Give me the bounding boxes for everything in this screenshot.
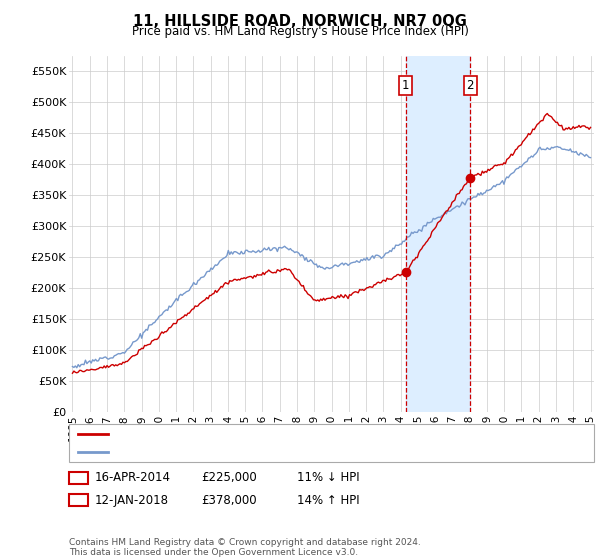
Text: 16-APR-2014: 16-APR-2014 <box>94 471 170 484</box>
Bar <box>406 56 470 412</box>
Text: 2: 2 <box>467 79 474 92</box>
Text: HPI: Average price, detached house, Broadland: HPI: Average price, detached house, Broa… <box>112 447 376 457</box>
Text: 1: 1 <box>75 471 82 484</box>
Text: 11, HILLSIDE ROAD, NORWICH, NR7 0QG: 11, HILLSIDE ROAD, NORWICH, NR7 0QG <box>133 14 467 29</box>
Text: 11, HILLSIDE ROAD, NORWICH, NR7 0QG (detached house): 11, HILLSIDE ROAD, NORWICH, NR7 0QG (det… <box>112 429 441 439</box>
Text: Price paid vs. HM Land Registry's House Price Index (HPI): Price paid vs. HM Land Registry's House … <box>131 25 469 38</box>
Text: 11% ↓ HPI: 11% ↓ HPI <box>297 471 359 484</box>
Text: 14% ↑ HPI: 14% ↑ HPI <box>297 493 359 507</box>
Text: £225,000: £225,000 <box>201 471 257 484</box>
Text: 2: 2 <box>75 493 82 507</box>
Text: £378,000: £378,000 <box>201 493 257 507</box>
Text: 1: 1 <box>402 79 409 92</box>
Text: Contains HM Land Registry data © Crown copyright and database right 2024.
This d: Contains HM Land Registry data © Crown c… <box>69 538 421 557</box>
Text: 12-JAN-2018: 12-JAN-2018 <box>94 493 168 507</box>
